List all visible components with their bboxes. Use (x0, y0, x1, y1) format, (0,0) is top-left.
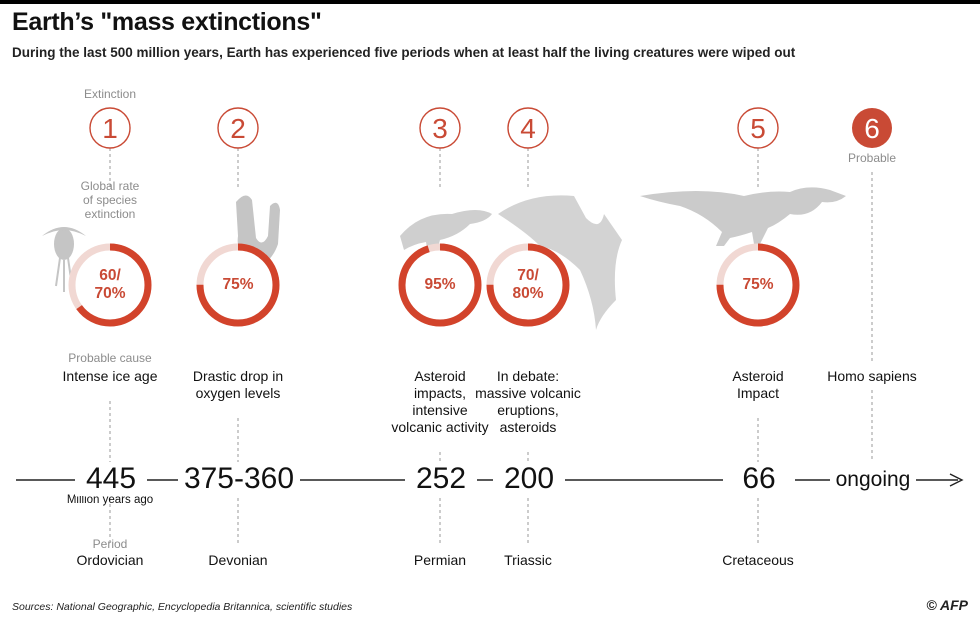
rate-label-line: of species (82, 193, 138, 207)
cause-text-3: volcanic activity (391, 419, 489, 435)
cause-text-1: Intense ice age (62, 368, 158, 384)
years-value-2: 375-360 (178, 462, 300, 496)
extinction-number-3: 3 (432, 113, 448, 144)
period-name-1: Ordovician (76, 552, 144, 568)
reptile-skeleton-icon (400, 210, 492, 254)
rate-ring-arc-5 (716, 243, 800, 327)
sources-note: Sources: National Geographic, Encycloped… (12, 601, 353, 613)
extinction-badge-3 (419, 107, 461, 149)
extinction-badge-4 (507, 107, 549, 149)
cause-text-4: asteroids (499, 419, 557, 435)
period-label: Period (92, 537, 128, 551)
rate-value-2: 75% (222, 276, 254, 293)
period-name-5: Cretaceous (722, 552, 794, 568)
rate-label-line: extinction (84, 207, 136, 221)
rate-value-3: 95% (424, 276, 456, 293)
extinction-number-4: 4 (520, 113, 536, 144)
cause-text-4: eruptions, (497, 402, 559, 418)
extinction-badge-1 (89, 107, 131, 149)
years-value-5: 66 (723, 462, 795, 496)
cause-text-2: oxygen levels (195, 385, 281, 401)
rate-value-1: 70% (94, 285, 126, 302)
chart-subtitle: During the last 500 million years, Earth… (12, 45, 796, 60)
probable-cause-label: Probable cause (68, 351, 152, 365)
rate-value-5: 75% (742, 276, 774, 293)
afp-logo: © AFP (926, 597, 968, 613)
period-name-2: Devonian (208, 552, 268, 568)
trilobite-icon (54, 228, 74, 260)
extinction-badge-5 (737, 107, 779, 149)
period-name-4: Triassic (504, 552, 552, 568)
years-value-4: 200 (493, 462, 565, 496)
period-name-3: Permian (413, 552, 467, 568)
years-value-6: ongoing (830, 463, 916, 497)
rate-ring-arc-3 (398, 243, 482, 327)
extinction-number-2: 2 (230, 113, 246, 144)
extinction-badge-6 (852, 108, 892, 148)
rate-value-4: 70/ (517, 267, 539, 284)
probable-label: Probable (847, 151, 897, 165)
rate-label-line: Global rate (80, 179, 140, 193)
extinction-number-1: 1 (102, 113, 118, 144)
dinosaur-skeleton-icon (640, 187, 846, 246)
rate-ring-arc-2 (196, 243, 280, 327)
cause-text-2: Drastic drop in (192, 368, 284, 384)
cause-text-3: impacts, (413, 385, 467, 401)
chart-title: Earth’s "mass extinctions" (12, 8, 322, 36)
million-years-ago-label: Million years ago (66, 494, 154, 506)
extinction-number-6: 6 (864, 113, 880, 144)
extinction-badge-2 (217, 107, 259, 149)
cause-text-4: massive volcanic (475, 385, 581, 401)
years-value-3: 252 (405, 462, 477, 496)
cause-text-5: Impact (736, 385, 779, 401)
rate-value-1: 60/ (99, 267, 121, 284)
extinction-number-5: 5 (750, 113, 766, 144)
trilobite-head-shape (42, 227, 86, 236)
rate-ring-arc-1 (68, 243, 152, 327)
cause-text-6: Homo sapiens (827, 368, 917, 384)
cause-text-5: Asteroid (732, 368, 784, 384)
cause-text-3: intensive (412, 402, 468, 418)
top-rule (0, 0, 980, 4)
rate-ring-arc-4 (486, 243, 570, 327)
timeline-arrowhead (949, 473, 964, 487)
cause-text-4: In debate: (496, 368, 560, 384)
rate-value-4: 80% (512, 285, 544, 302)
cause-text-3: Asteroid (414, 368, 466, 384)
pterosaur-icon (498, 195, 622, 330)
years-value-1: 445 (75, 462, 147, 496)
extinction-label: Extinction (83, 87, 137, 101)
